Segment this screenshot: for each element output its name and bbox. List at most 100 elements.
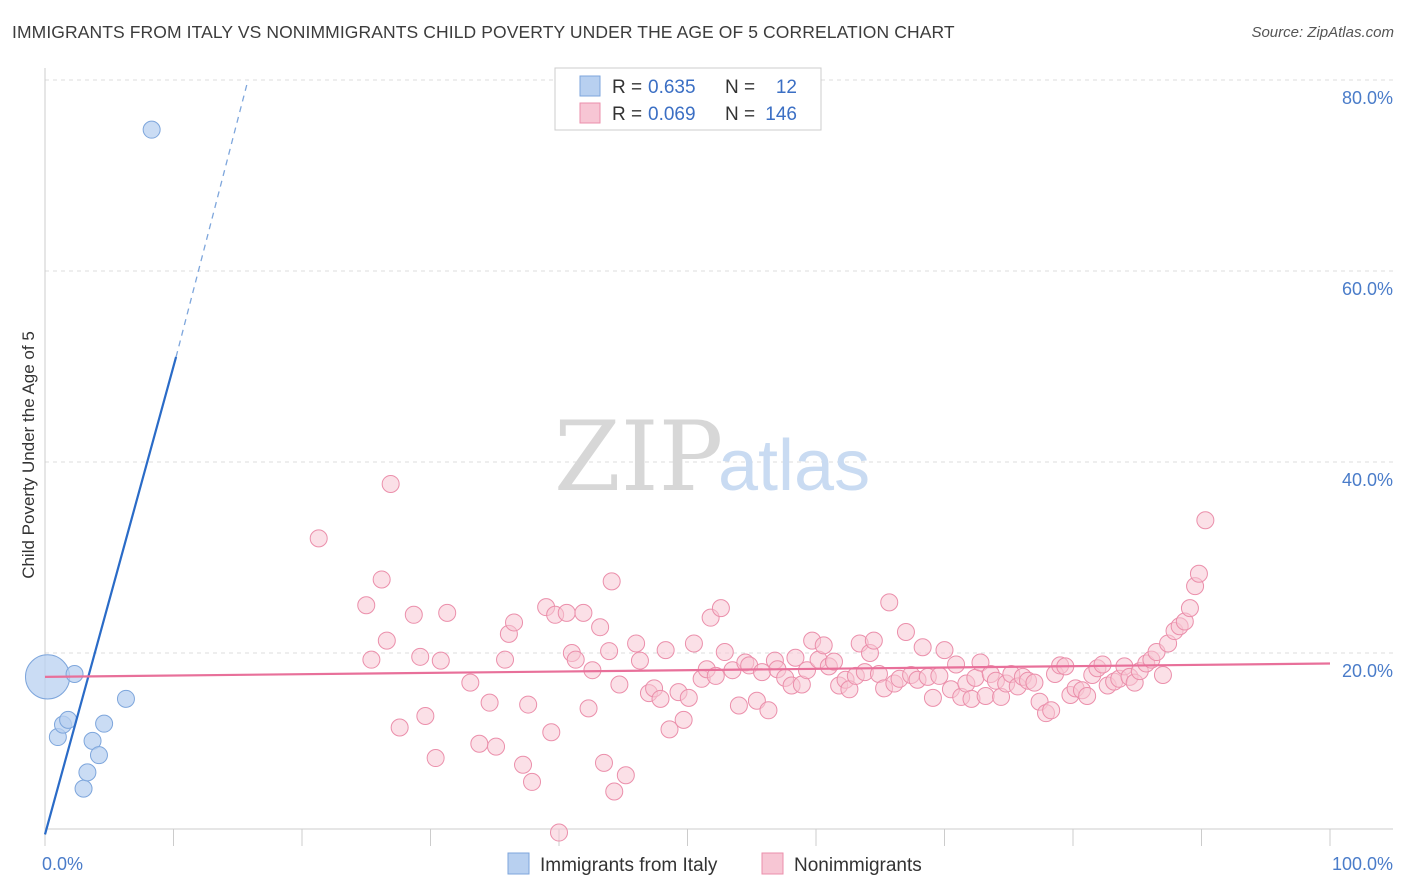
nonimmigrants-point-11 (431, 651, 450, 670)
nonimmigrants-point-126 (1093, 655, 1112, 674)
x-tick-label-min: 0.0% (42, 854, 83, 874)
nonimmigrants-point-61 (747, 691, 766, 710)
nonimmigrants-point-92 (913, 638, 932, 657)
italy-point-6 (78, 763, 97, 782)
y-axis-title: Child Poverty Under the Age of 5 (19, 331, 38, 579)
nonimmigrants-point-17 (496, 650, 515, 669)
chart-title: IMMIGRANTS FROM ITALY VS NONIMMIGRANTS C… (12, 22, 955, 42)
y-tick-label-80: 80.0% (1342, 88, 1393, 108)
italy-point-11 (142, 120, 161, 139)
italy-point-9 (95, 714, 114, 733)
nonimmigrants-point-49 (679, 688, 698, 707)
stats-legend-r-value-italy: 0.635 (648, 77, 696, 98)
nonimmigrants-point-58 (729, 696, 748, 715)
stats-legend: R = 0.635 N = 12 R = 0.069 N = 146 (554, 67, 822, 131)
x-tick-label-max: 100.0% (1332, 854, 1393, 874)
nonimmigrants-point-7 (404, 605, 423, 624)
nonimmigrants-point-3 (372, 570, 391, 589)
nonimmigrants-point-29 (566, 650, 585, 669)
nonimmigrants-point-48 (674, 710, 693, 729)
watermark-atlas: atlas (718, 426, 870, 506)
nonimmigrants-point-35 (600, 642, 619, 661)
bottom-legend-label-nonimmigrants: Nonimmigrants (794, 855, 922, 876)
nonimmigrants-point-102 (966, 668, 985, 687)
nonimmigrants-point-0 (309, 529, 328, 548)
nonimmigrants-point-98 (947, 655, 966, 674)
bottom-legend-swatch-italy (507, 852, 530, 875)
nonimmigrants-point-56 (715, 643, 734, 662)
stats-legend-n-value-italy: 12 (776, 77, 797, 98)
trend-lines (43, 79, 1331, 835)
y-tick-label-60: 60.0% (1342, 279, 1393, 299)
nonimmigrants-point-15 (480, 693, 499, 712)
nonimmigrants-point-73 (814, 636, 833, 655)
nonimmigrants-point-30 (574, 603, 593, 622)
nonimmigrants-point-46 (660, 720, 679, 739)
y-tick-label-40: 40.0% (1342, 470, 1393, 490)
nonimmigrants-point-137 (1153, 665, 1172, 684)
nonimmigrants-point-36 (602, 572, 621, 591)
nonimmigrants-point-50 (684, 634, 703, 653)
nonimmigrants-point-13 (461, 673, 480, 692)
nonimmigrants-point-63 (759, 701, 778, 720)
stats-legend-r-label-nonimmigrants: R = (612, 104, 642, 125)
stats-legend-r-value-nonimmigrants: 0.069 (648, 104, 696, 125)
nonimmigrants-point-24 (542, 723, 561, 742)
italy-trend-extension (175, 79, 249, 358)
nonimmigrants-point-123 (1078, 686, 1097, 705)
watermark-zip: ZIP (554, 401, 723, 513)
nonimmigrants-point-54 (706, 666, 725, 685)
grid-lines (45, 79, 1393, 654)
chart-source: Source: ZipAtlas.com (1251, 24, 1394, 41)
nonimmigrants-point-31 (579, 699, 598, 718)
nonimmigrants-point-1 (357, 596, 376, 615)
stats-legend-n-value-nonimmigrants: 146 (765, 104, 797, 125)
nonimmigrants-point-27 (557, 603, 576, 622)
italy-point-10 (116, 689, 135, 708)
stats-legend-swatch-italy (579, 75, 601, 97)
nonimmigrants-points (309, 474, 1215, 842)
nonimmigrants-point-22 (523, 772, 542, 791)
nonimmigrants-point-145 (1196, 511, 1215, 530)
nonimmigrants-point-96 (935, 641, 954, 660)
italy-point-5 (74, 779, 93, 798)
italy-points (24, 120, 161, 798)
nonimmigrants-point-4 (377, 631, 396, 650)
nonimmigrants-point-14 (470, 734, 489, 753)
nonimmigrants-point-68 (786, 648, 805, 667)
nonimmigrants-point-40 (627, 634, 646, 653)
nonimmigrants-point-75 (824, 652, 843, 671)
bottom-legend-label-italy: Immigrants from Italy (540, 855, 718, 876)
y-tick-label-20: 20.0% (1342, 661, 1393, 681)
italy-point-8 (89, 746, 108, 765)
watermark: ZIP atlas (554, 401, 870, 513)
nonimmigrants-point-16 (487, 737, 506, 756)
nonimmigrants-point-45 (656, 641, 675, 660)
nonimmigrants-point-33 (591, 618, 610, 637)
nonimmigrants-point-12 (438, 603, 457, 622)
y-tick-labels: 80.0% 60.0% 40.0% 20.0% (1342, 88, 1393, 681)
nonimmigrants-point-104 (976, 686, 995, 705)
stats-legend-n-label-italy: N = (725, 77, 755, 98)
nonimmigrants-point-21 (519, 695, 538, 714)
nonimmigrants-point-9 (416, 707, 435, 726)
bottom-legend: Immigrants from Italy Nonimmigrants (507, 852, 922, 876)
nonimmigrants-point-39 (616, 766, 635, 785)
nonimmigrants-point-83 (864, 631, 883, 650)
x-tick-labels: 0.0% 100.0% (42, 854, 1393, 874)
stats-legend-swatch-nonimmigrants (579, 102, 601, 124)
nonimmigrants-point-94 (923, 688, 942, 707)
stats-legend-r-label-italy: R = (612, 77, 642, 98)
nonimmigrants-point-113 (1025, 673, 1044, 692)
italy-point-4 (65, 665, 84, 684)
nonimmigrants-point-6 (390, 718, 409, 737)
italy-trend-line (43, 356, 178, 835)
nonimmigrants-point-41 (630, 651, 649, 670)
nonimmigrants-point-34 (594, 753, 613, 772)
nonimmigrants-point-116 (1042, 701, 1061, 720)
nonimmigrants-point-19 (505, 613, 524, 632)
bottom-legend-swatch-nonimmigrants (761, 852, 784, 875)
nonimmigrants-point-37 (610, 675, 629, 694)
nonimmigrants-point-55 (711, 599, 730, 618)
